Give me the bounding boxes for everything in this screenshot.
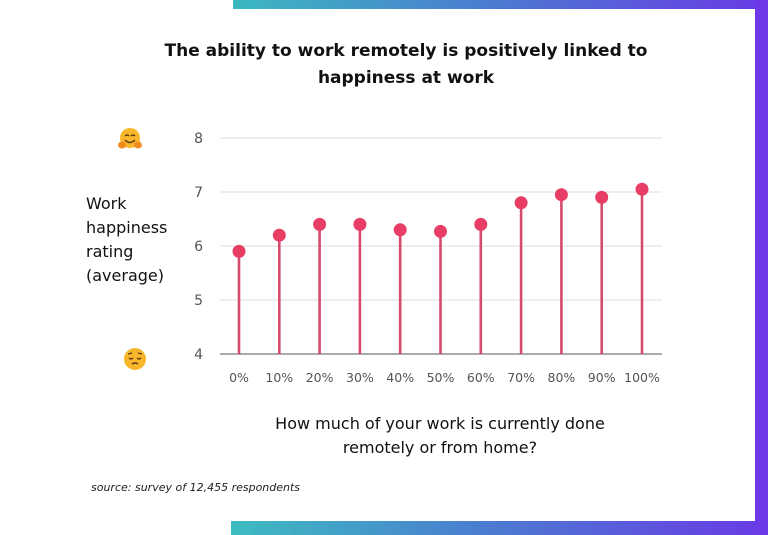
x-tick-label: 80% [548, 370, 576, 385]
y-tick-label: 4 [194, 347, 203, 363]
x-tick-label: 90% [588, 370, 616, 385]
lollipop-dot [232, 244, 246, 258]
lollipop-dot [393, 223, 407, 237]
right-gradient-bar [755, 0, 768, 535]
x-tick-label: 50% [427, 370, 455, 385]
x-tick-label: 0% [229, 370, 249, 385]
x-tick-label: 40% [386, 370, 414, 385]
pensive-face-icon [124, 348, 146, 370]
lollipop-dot [474, 217, 488, 231]
x-tick-label: 20% [306, 370, 334, 385]
x-tick-label: 70% [507, 370, 535, 385]
lollipop-dot [313, 217, 327, 231]
chart-title: The ability to work remotely is positive… [164, 41, 648, 88]
lollipop-dot [514, 196, 528, 210]
bottom-gradient-bar [231, 521, 768, 535]
x-tick-label: 100% [624, 370, 660, 385]
x-tick-label: 10% [265, 370, 293, 385]
x-axis-label: How much of your work is currently done … [275, 414, 605, 457]
x-tick-label: 30% [346, 370, 374, 385]
source-note: source: survey of 12,455 respondents [91, 481, 301, 494]
y-tick-label: 7 [194, 185, 203, 201]
y-tick-label: 6 [194, 239, 203, 255]
lollipop-dot [554, 188, 568, 202]
y-tick-label: 8 [194, 131, 203, 147]
lollipop-dot [595, 190, 609, 204]
lollipop-dot [434, 224, 447, 238]
y-axis-label: Work happiness rating (average) [86, 194, 168, 285]
lollipop-dot [272, 228, 286, 242]
lollipop-dot [353, 217, 367, 231]
hugging-face-icon [118, 128, 142, 149]
lollipop-dot [635, 182, 649, 196]
y-tick-label: 5 [194, 293, 203, 309]
top-gradient-bar [233, 0, 768, 9]
x-tick-label: 60% [467, 370, 495, 385]
